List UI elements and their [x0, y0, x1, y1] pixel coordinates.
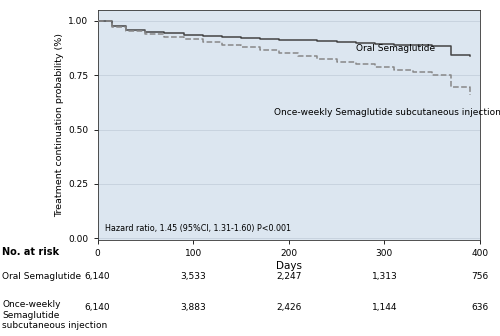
Text: Once-weekly
Semaglutide
subcutaneous injection: Once-weekly Semaglutide subcutaneous inj…	[2, 300, 108, 330]
Text: 1,144: 1,144	[372, 303, 397, 312]
Text: Hazard ratio, 1.45 (95%CI, 1.31-1.60) P<0.001: Hazard ratio, 1.45 (95%CI, 1.31-1.60) P<…	[105, 224, 291, 233]
Text: Oral Semaglutide: Oral Semaglutide	[2, 272, 82, 281]
Text: 3,533: 3,533	[180, 272, 206, 281]
Text: Oral Semaglutide: Oral Semaglutide	[356, 44, 435, 52]
Text: 3,883: 3,883	[180, 303, 206, 312]
Text: Once-weekly Semaglutide subcutaneous injection: Once-weekly Semaglutide subcutaneous inj…	[274, 108, 500, 117]
Text: 1,313: 1,313	[372, 272, 397, 281]
Text: 636: 636	[472, 303, 488, 312]
Text: 2,426: 2,426	[276, 303, 301, 312]
Text: 6,140: 6,140	[84, 303, 110, 312]
Text: No. at risk: No. at risk	[2, 247, 59, 257]
Text: 6,140: 6,140	[84, 272, 110, 281]
X-axis label: Days: Days	[276, 261, 302, 271]
Y-axis label: Treatment continuation probability (%): Treatment continuation probability (%)	[55, 33, 64, 217]
Text: 756: 756	[472, 272, 488, 281]
Text: 2,247: 2,247	[276, 272, 301, 281]
